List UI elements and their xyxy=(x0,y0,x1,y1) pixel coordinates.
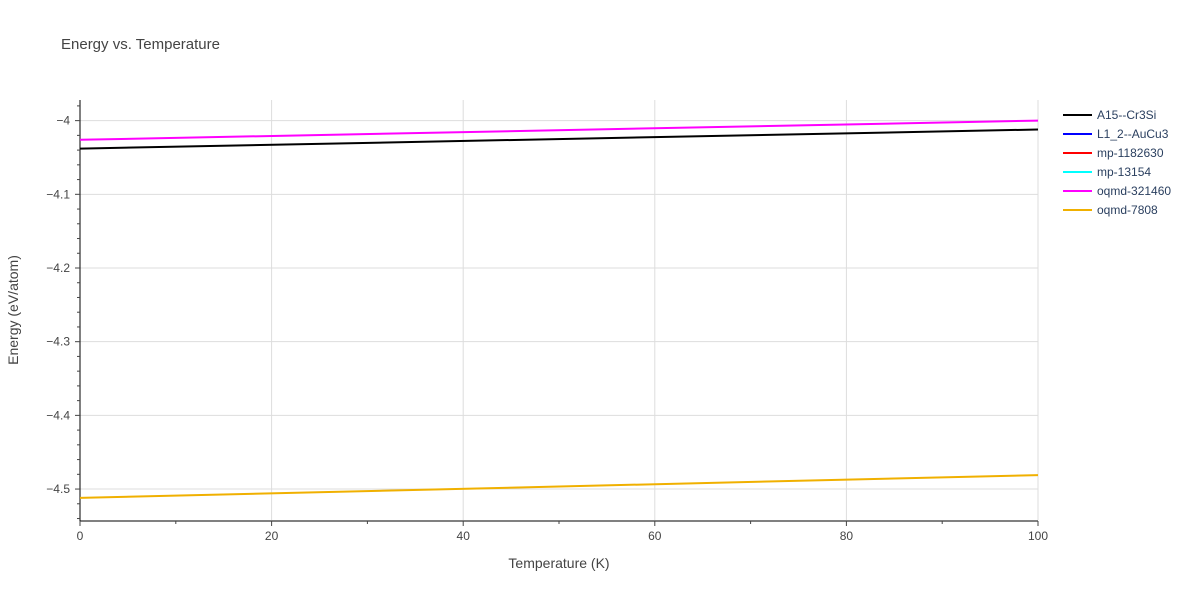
legend-label: mp-1182630 xyxy=(1097,146,1164,160)
legend-item-mp-1182630[interactable]: mp-1182630 xyxy=(1063,146,1164,160)
y-tick-label: −4.4 xyxy=(46,408,70,422)
x-tick-label: 80 xyxy=(840,529,854,543)
y-tick-label: −4.2 xyxy=(46,261,70,275)
legend-label: mp-13154 xyxy=(1097,165,1151,179)
series-line-oqmd-321460 xyxy=(79,119,1039,141)
legend-item-a15-cr3si[interactable]: A15--Cr3Si xyxy=(1063,108,1156,122)
legend-label: A15--Cr3Si xyxy=(1097,108,1156,122)
series-layer xyxy=(79,119,1039,499)
x-tick-label: 40 xyxy=(457,529,471,543)
legend-item-oqmd-321460[interactable]: oqmd-321460 xyxy=(1063,184,1171,198)
legend-item-oqmd-7808[interactable]: oqmd-7808 xyxy=(1063,203,1158,217)
y-tick-label: −4.1 xyxy=(46,187,70,201)
y-axis-title: Energy (eV/atom) xyxy=(5,255,21,365)
x-tick-label: 100 xyxy=(1028,529,1048,543)
y-tick-label: −4 xyxy=(56,114,70,128)
y-tick-label: −4.3 xyxy=(46,335,70,349)
axis-layer: 0 20 40 60 80 100 −4.5 −4.4 −4.3 −4.2 −4.1 −4 xyxy=(46,100,1048,543)
legend[interactable]: A15--Cr3Si L1_2--AuCu3 mp-1182630 mp-13154 o… xyxy=(1063,108,1171,217)
x-tick-label: 20 xyxy=(265,529,279,543)
x-axis-title: Temperature (K) xyxy=(508,555,609,571)
legend-item-mp-13154[interactable]: mp-13154 xyxy=(1063,165,1151,179)
y-tick-label: −4.5 xyxy=(46,482,70,496)
legend-item-l1-2-aucu3[interactable]: L1_2--AuCu3 xyxy=(1063,127,1169,141)
x-tick-label: 60 xyxy=(648,529,662,543)
chart-title: Energy vs. Temperature xyxy=(61,36,220,53)
legend-label: oqmd-7808 xyxy=(1097,203,1158,217)
series-line-oqmd-7808 xyxy=(79,474,1039,499)
legend-label: L1_2--AuCu3 xyxy=(1097,127,1169,141)
grid-layer xyxy=(80,100,1039,520)
legend-label: oqmd-321460 xyxy=(1097,184,1171,198)
series-line-a15-cr3si xyxy=(79,128,1039,150)
x-tick-label: 0 xyxy=(77,529,84,543)
